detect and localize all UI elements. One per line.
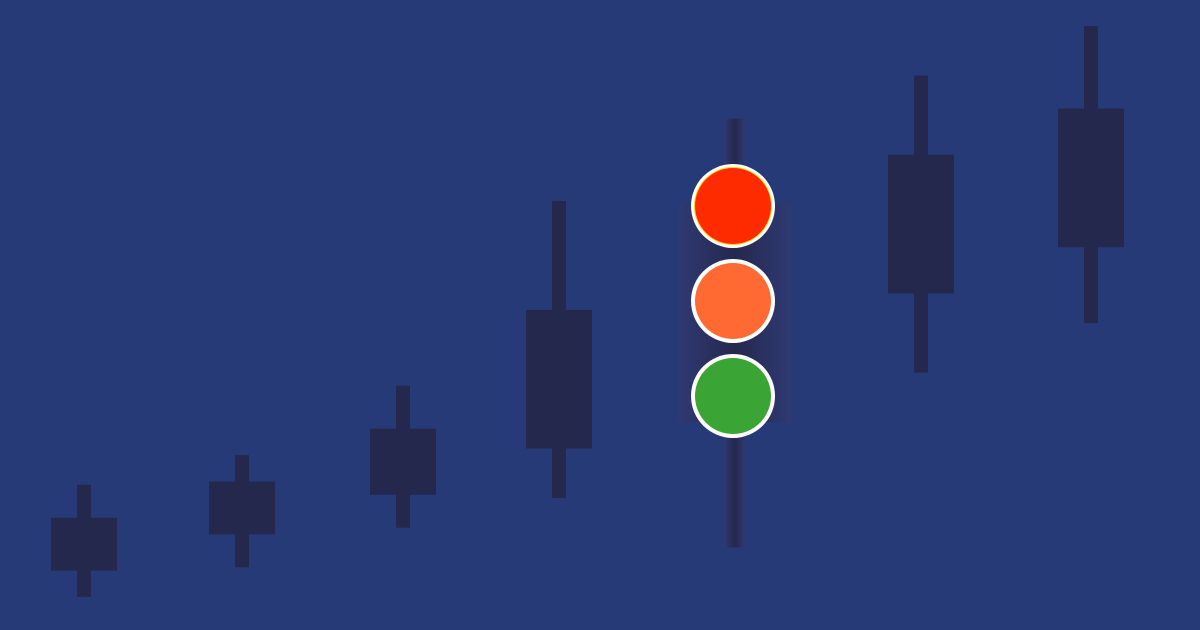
- candle-7: [1058, 26, 1124, 324]
- red-light-lens: [695, 168, 771, 244]
- green-light-lens: [695, 358, 771, 434]
- candle-body: [1058, 108, 1124, 248]
- candle-3: [370, 385, 436, 528]
- candle-1: [51, 484, 117, 597]
- traffic-light-lamps: [691, 164, 775, 438]
- candlestick-series: [51, 26, 1124, 597]
- green-light: [691, 354, 775, 438]
- candle-2: [209, 455, 275, 568]
- red-light: [691, 164, 775, 248]
- orange-light: [691, 259, 775, 343]
- candle-body: [209, 481, 275, 535]
- candle-body: [526, 309, 592, 449]
- traffic-light-icon: [679, 118, 791, 548]
- candle-body: [370, 428, 436, 495]
- candle-body: [888, 154, 954, 294]
- candle-body: [51, 517, 117, 571]
- candle-6: [888, 75, 954, 373]
- candle-4: [526, 201, 592, 498]
- orange-light-lens: [695, 263, 771, 339]
